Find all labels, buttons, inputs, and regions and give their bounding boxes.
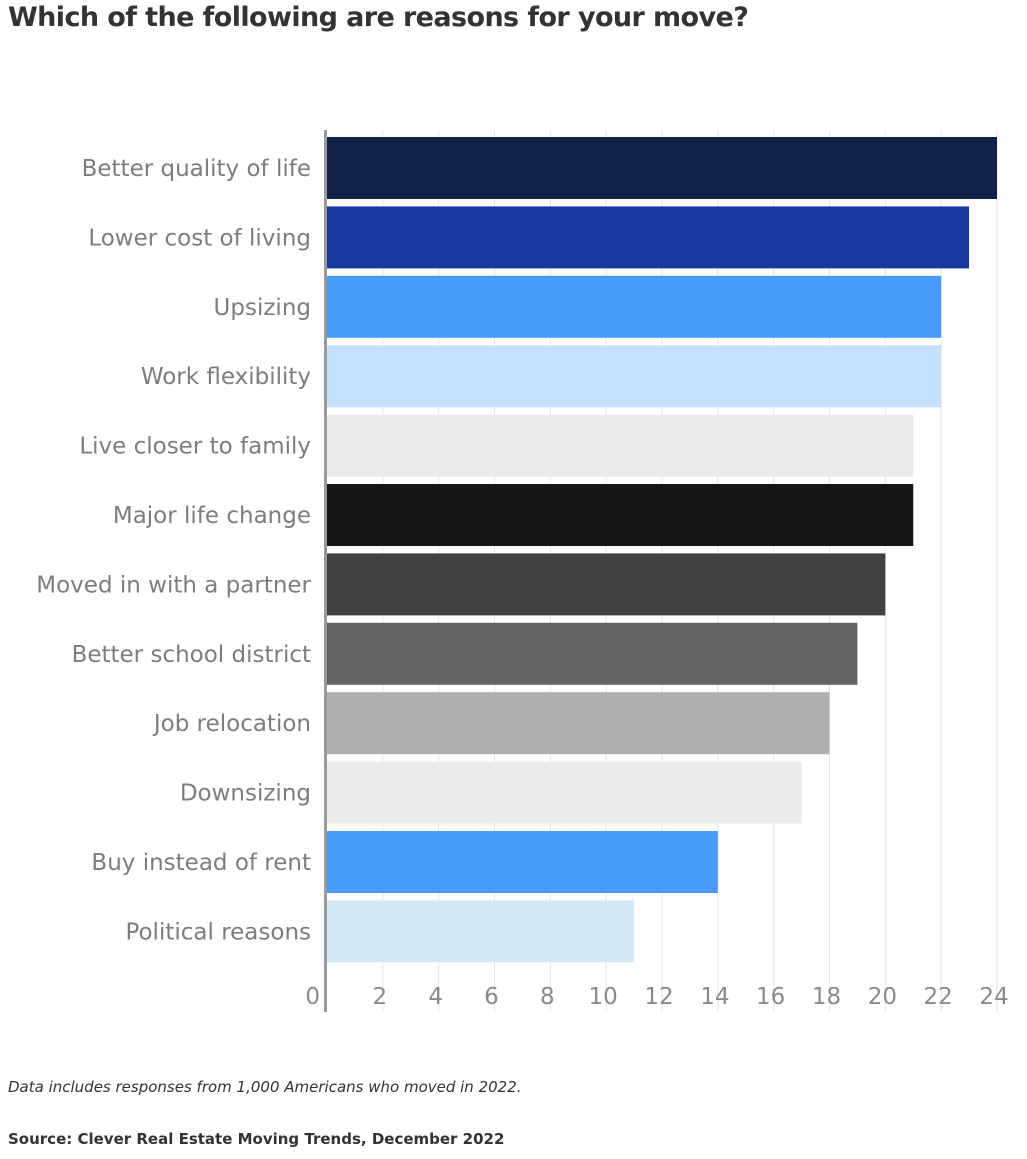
category-label: Live closer to family (79, 434, 311, 460)
bar (327, 622, 858, 685)
x-tick-label: 4 (428, 984, 443, 1010)
x-tick-label: 0 (305, 984, 320, 1010)
bar (327, 553, 886, 616)
bar (327, 900, 635, 963)
category-label: Better school district (72, 642, 311, 668)
x-tick-label: 22 (924, 984, 953, 1010)
x-tick-label: 8 (540, 984, 555, 1010)
x-tick-label: 20 (868, 984, 897, 1010)
category-label: Downsizing (180, 781, 311, 807)
x-tick-label: 24 (979, 984, 1008, 1010)
bars (327, 137, 997, 963)
category-label: Upsizing (214, 295, 311, 321)
bar (327, 345, 942, 408)
bar (327, 692, 830, 755)
x-tick-label: 10 (589, 984, 618, 1010)
bar (327, 831, 718, 893)
x-tick-label: 18 (812, 984, 841, 1010)
chart-source: Source: Clever Real Estate Moving Trends… (8, 1130, 505, 1148)
bar (327, 206, 970, 269)
x-tick-label: 16 (756, 984, 785, 1010)
bar (327, 275, 942, 338)
bar (327, 137, 997, 199)
bar (327, 414, 914, 477)
category-labels: Better quality of life Lower cost of livi… (36, 156, 311, 945)
category-label: Work flexibility (141, 364, 311, 390)
category-label: Political reasons (125, 919, 311, 945)
x-tick-label: 6 (484, 984, 499, 1010)
chart-title: Which of the following are reasons for y… (8, 2, 749, 33)
category-label: Lower cost of living (88, 225, 311, 251)
x-tick-label: 14 (700, 984, 729, 1010)
chart-note: Data includes responses from 1,000 Ameri… (8, 1078, 522, 1096)
x-tick-label: 2 (373, 984, 388, 1010)
bar (327, 484, 914, 546)
category-label: Better quality of life (82, 156, 311, 182)
category-label: Buy instead of rent (91, 850, 311, 876)
category-label: Major life change (113, 503, 311, 529)
category-label: Job relocation (152, 711, 311, 737)
x-tick-label: 12 (644, 984, 673, 1010)
x-axis-tick-labels: 0 2 4 6 8 10 12 14 16 18 20 22 24 (305, 984, 1008, 1010)
bar (327, 761, 802, 824)
category-label: Moved in with a partner (36, 572, 311, 598)
